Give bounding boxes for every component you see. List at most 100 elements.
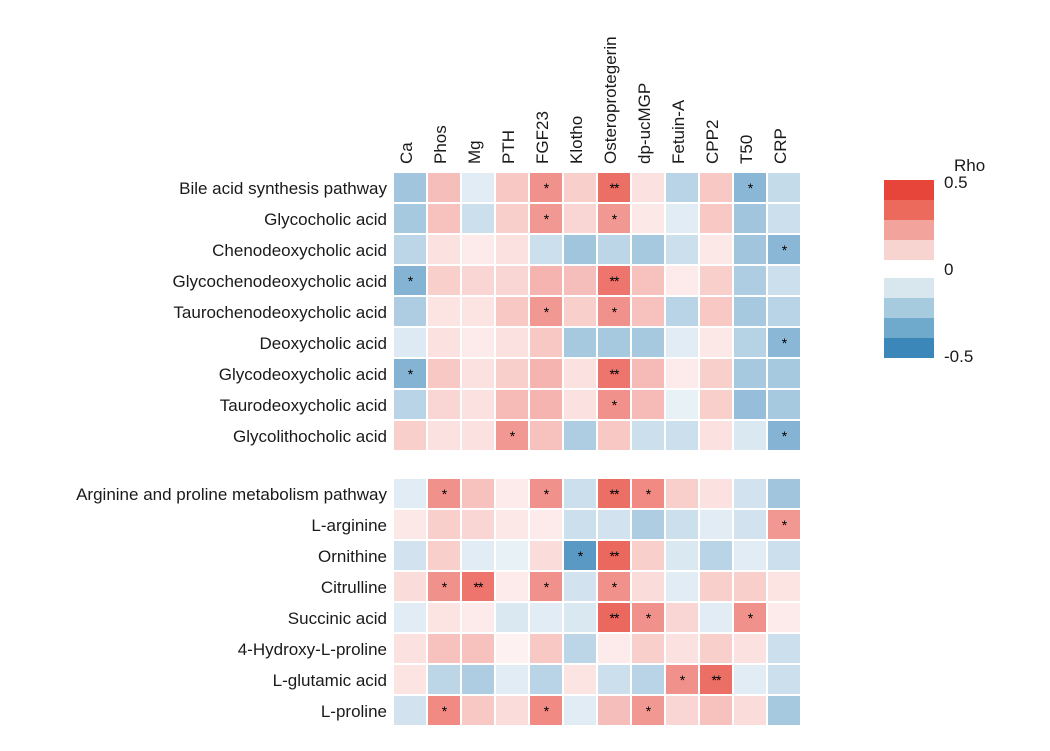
heatmap-cell	[767, 478, 801, 509]
heatmap-cell: *	[733, 602, 767, 633]
heatmap-cell	[733, 571, 767, 602]
correlation-heatmap: CaPhosMgPTHFGF23KlothoOsteroprotegerindp…	[0, 0, 1050, 751]
col-header: Klotho	[567, 116, 587, 164]
heatmap-cell	[631, 389, 665, 420]
heatmap-cell	[665, 420, 699, 451]
heatmap-cell	[733, 540, 767, 571]
heatmap-cell	[495, 633, 529, 664]
heatmap-cell: *	[427, 571, 461, 602]
heatmap-cell	[563, 389, 597, 420]
heatmap-cell	[563, 172, 597, 203]
heatmap-cell	[699, 478, 733, 509]
heatmap-cell	[495, 172, 529, 203]
heatmap-cell	[665, 234, 699, 265]
heatmap-cell: *	[733, 172, 767, 203]
heatmap-cell	[631, 540, 665, 571]
heatmap-cell	[733, 695, 767, 726]
heatmap-cell	[597, 234, 631, 265]
row-label: Taurodeoxycholic acid	[220, 397, 387, 414]
row-label: Arginine and proline metabolism pathway	[76, 486, 387, 503]
heatmap-cell	[495, 358, 529, 389]
heatmap-cell	[767, 540, 801, 571]
legend-swatch	[884, 338, 934, 358]
col-header: Phos	[431, 125, 451, 164]
heatmap-cell	[427, 358, 461, 389]
heatmap-cell	[665, 633, 699, 664]
heatmap-cell: **	[597, 172, 631, 203]
heatmap-cell	[461, 695, 495, 726]
legend-swatch	[884, 278, 934, 298]
heatmap-cell	[427, 234, 461, 265]
heatmap-cell	[529, 633, 563, 664]
heatmap-cell	[495, 265, 529, 296]
heatmap-cell	[665, 203, 699, 234]
heatmap-cell: *	[529, 478, 563, 509]
heatmap-cell: *	[495, 420, 529, 451]
heatmap-cell	[631, 420, 665, 451]
row-label: Bile acid synthesis pathway	[179, 180, 387, 197]
heatmap-cell	[393, 420, 427, 451]
heatmap-cell	[427, 172, 461, 203]
heatmap-cell: **	[597, 265, 631, 296]
heatmap-cell: *	[631, 602, 665, 633]
heatmap-cell	[461, 602, 495, 633]
heatmap-cell	[699, 265, 733, 296]
heatmap-cell	[733, 327, 767, 358]
heatmap-cell	[699, 602, 733, 633]
col-header: FGF23	[533, 111, 553, 164]
heatmap-cell	[563, 478, 597, 509]
heatmap-cell	[733, 265, 767, 296]
heatmap-cell: **	[699, 664, 733, 695]
heatmap-cell	[733, 509, 767, 540]
heatmap-cell	[529, 602, 563, 633]
heatmap-cell	[665, 265, 699, 296]
heatmap-cell	[699, 327, 733, 358]
heatmap-cell: *	[529, 296, 563, 327]
heatmap-cell	[461, 478, 495, 509]
heatmap-cell	[529, 234, 563, 265]
heatmap-cell	[563, 203, 597, 234]
heatmap-cell	[631, 203, 665, 234]
heatmap-cell	[495, 509, 529, 540]
heatmap-cell: *	[427, 695, 461, 726]
heatmap-cell	[665, 327, 699, 358]
heatmap-cell	[529, 664, 563, 695]
heatmap-cell	[529, 358, 563, 389]
legend-swatch	[884, 220, 934, 240]
heatmap-cell	[427, 389, 461, 420]
col-header: Fetuin-A	[669, 100, 689, 164]
row-label: Citrulline	[321, 579, 387, 596]
heatmap-cell	[495, 664, 529, 695]
row-label: 4-Hydroxy-L-proline	[238, 641, 387, 658]
heatmap-cell	[665, 478, 699, 509]
row-label: Chenodeoxycholic acid	[212, 242, 387, 259]
heatmap-cell	[461, 509, 495, 540]
heatmap-cell	[699, 358, 733, 389]
heatmap-cell	[631, 358, 665, 389]
heatmap-cell	[563, 234, 597, 265]
row-label: Glycolithocholic acid	[233, 428, 387, 445]
row-label: L-glutamic acid	[273, 672, 387, 689]
heatmap-cell	[665, 358, 699, 389]
heatmap-cell	[427, 265, 461, 296]
heatmap-cell: *	[529, 571, 563, 602]
heatmap-cell	[631, 265, 665, 296]
heatmap-cell	[597, 633, 631, 664]
heatmap-cell	[427, 540, 461, 571]
heatmap-cell	[563, 327, 597, 358]
heatmap-cell	[427, 602, 461, 633]
heatmap-cell	[699, 296, 733, 327]
heatmap-cell	[665, 509, 699, 540]
heatmap-cell: **	[597, 602, 631, 633]
heatmap-cell	[767, 203, 801, 234]
heatmap-cell	[529, 389, 563, 420]
heatmap-cell	[597, 695, 631, 726]
heatmap-cell: **	[597, 358, 631, 389]
heatmap-cell: *	[597, 203, 631, 234]
heatmap-cell	[461, 540, 495, 571]
heatmap-cell: *	[767, 234, 801, 265]
heatmap-cell	[597, 327, 631, 358]
row-label: L-proline	[321, 703, 387, 720]
heatmap-cell	[767, 633, 801, 664]
heatmap-cell	[461, 172, 495, 203]
